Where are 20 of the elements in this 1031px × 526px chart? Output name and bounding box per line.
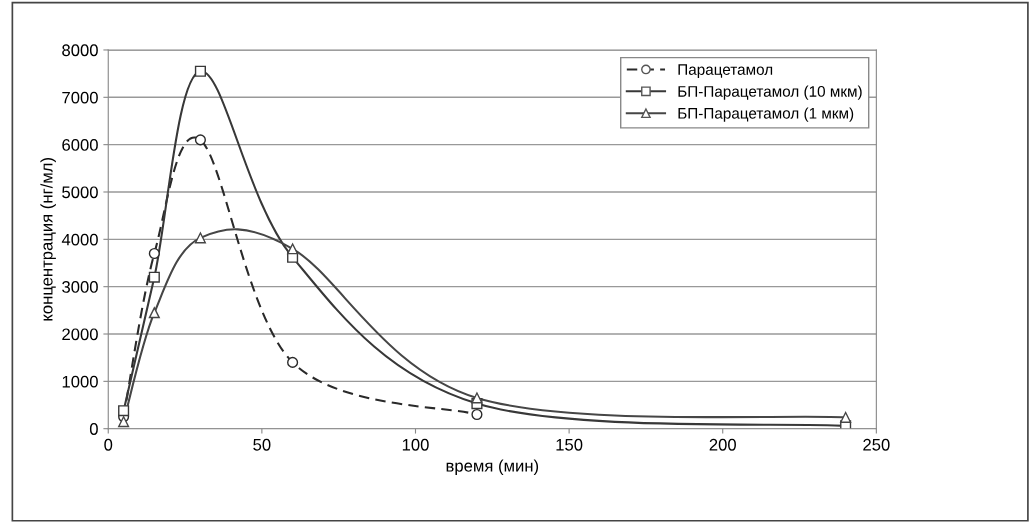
x-tick-label: 100 <box>402 438 429 451</box>
y-tick-label: 7000 <box>62 91 98 104</box>
x-tick-label: 150 <box>556 438 583 451</box>
x-axis-title: время (мин) <box>446 459 539 476</box>
y-tick-label: 3000 <box>62 281 98 293</box>
x-tick-label: 250 <box>863 438 890 451</box>
y-tick-label: 8000 <box>62 44 98 57</box>
y-tick-label: 6000 <box>62 139 98 151</box>
x-tick-label: 200 <box>709 438 736 451</box>
y-tick-label: 1000 <box>62 375 98 388</box>
legend-label: Парацетамол <box>678 64 773 78</box>
y-tick-label: 0 <box>89 423 98 435</box>
legend-label: БП-Парацетамол (1 мкм) <box>678 107 854 122</box>
y-tick-label: 2000 <box>62 328 98 341</box>
y-axis-title: концентрация (нг/мл) <box>40 158 56 321</box>
x-tick-label: 0 <box>104 438 113 451</box>
x-tick-label: 50 <box>253 438 271 451</box>
y-tick-label: 5000 <box>62 186 98 199</box>
y-tick-label: 4000 <box>61 233 98 246</box>
legend-label: БП-Парацетамол (10 мкм) <box>678 85 862 100</box>
